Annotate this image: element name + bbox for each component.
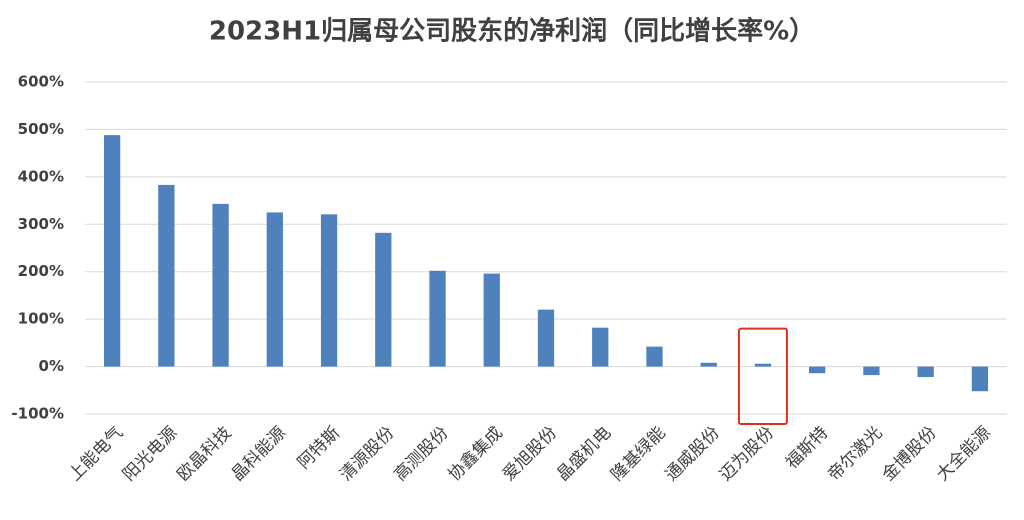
x-tick-label: 福斯特 [782,423,832,473]
y-tick-label: 0% [39,357,64,375]
x-tick-label: 晶科能源 [228,423,290,485]
y-tick-label: -100% [11,405,64,423]
y-tick-label: 500% [18,120,64,138]
bar [103,135,121,367]
bar [917,366,934,378]
bar [971,366,989,392]
y-tick-label: 300% [18,215,64,233]
x-tick-label: 晶盛机电 [553,423,615,485]
bar [375,232,392,367]
bar [754,363,772,367]
bar [700,362,717,367]
x-tick-label: 阳光电源 [119,423,181,485]
bar [592,327,609,367]
x-tick-label: 协鑫集成 [445,423,507,485]
x-tick-label: 爱旭股份 [499,423,561,485]
x-tick-label: 阿特斯 [294,423,344,473]
y-tick-label: 600% [18,73,64,91]
bar [212,203,229,367]
x-tick-label: 通威股份 [662,423,724,485]
highlight-box [737,327,788,425]
x-tick-label: 迈为股份 [716,423,778,485]
x-tick-label: 大全能源 [933,423,995,485]
x-tick-label: 隆基绿能 [607,423,669,485]
x-tick-label: 欧晶科技 [173,423,235,485]
x-tick-label: 高测股份 [390,423,452,485]
bar [429,270,446,367]
bar [483,273,500,367]
bar [646,346,663,367]
y-tick-label: 400% [18,167,64,185]
bar [266,212,283,367]
bar [158,184,175,367]
bar [863,366,880,376]
y-tick-label: 100% [18,310,64,328]
x-tick-label: 金博股份 [878,423,940,485]
x-tick-label: 上能电气 [65,423,127,485]
bar [537,309,555,367]
bar [809,366,826,374]
chart-title: 2023H1归属母公司股东的净利润（同比增长率%） [209,16,815,47]
bar [320,214,338,367]
y-tick-label: 200% [18,262,64,280]
x-tick-label: 清源股份 [336,423,398,485]
x-tick-label: 帝尔激光 [824,423,886,485]
